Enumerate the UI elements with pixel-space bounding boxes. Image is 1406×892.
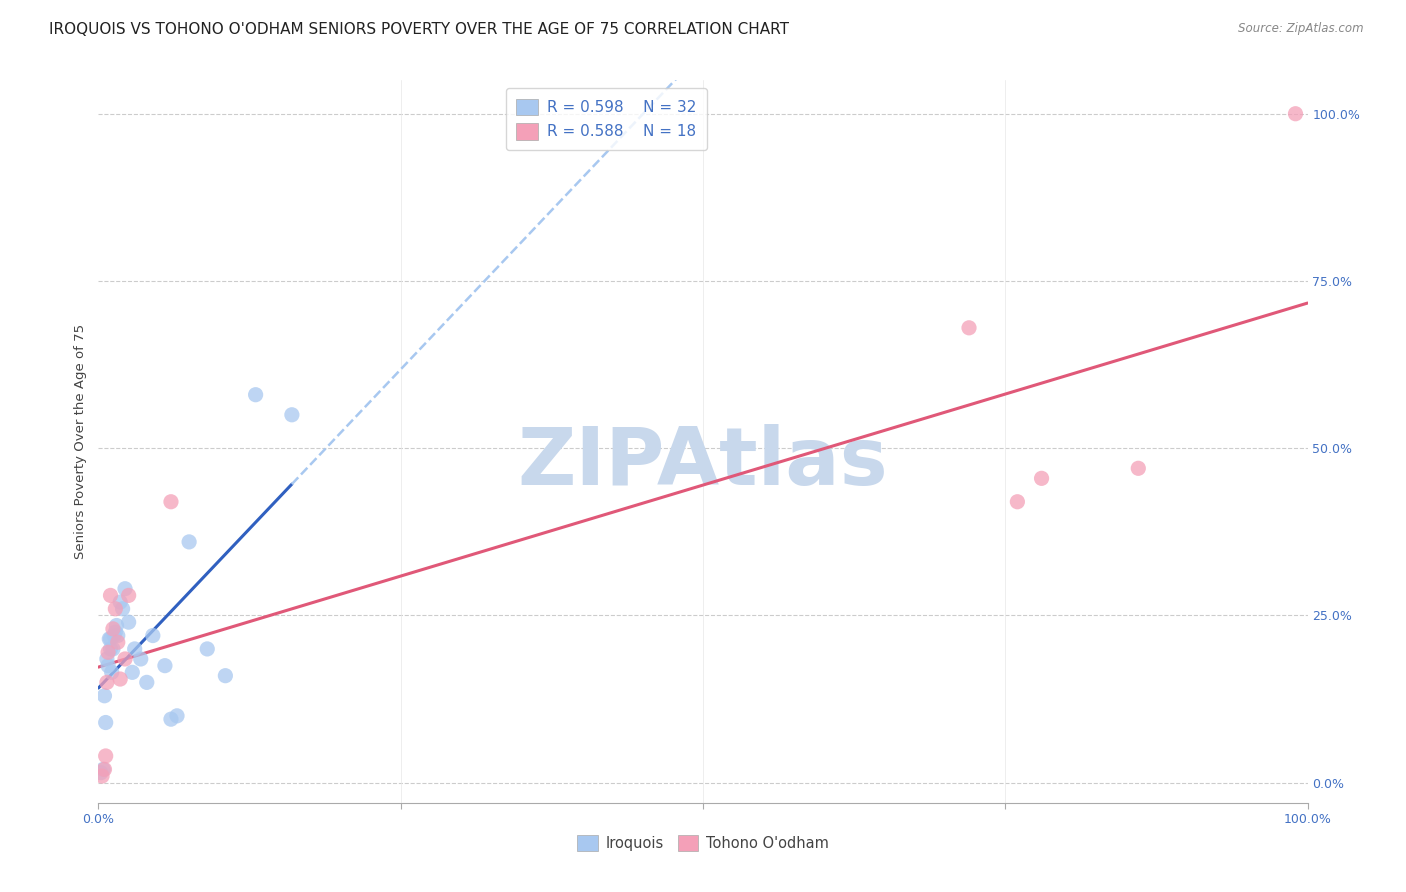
Point (97, 645, 120, 659)
Point (245, 387, 267, 401)
Point (93, 689, 115, 703)
Point (281, 408, 304, 422)
Point (94, 749, 117, 764)
Point (153, 658, 176, 673)
Point (111, 602, 134, 616)
Point (135, 675, 157, 690)
Point (1007, 494, 1029, 508)
Point (160, 712, 183, 726)
Point (1031, 471, 1053, 485)
Point (96, 652, 118, 666)
Point (104, 602, 127, 616)
Point (108, 672, 131, 686)
Point (97, 658, 120, 673)
Point (195, 642, 218, 657)
Point (105, 618, 128, 632)
Point (96, 675, 118, 690)
Legend: Iroquois, Tohono O'odham: Iroquois, Tohono O'odham (572, 830, 834, 857)
Point (118, 589, 141, 603)
Point (1128, 461, 1150, 475)
Point (91, 769, 114, 783)
Point (100, 632, 122, 646)
Point (94, 715, 117, 730)
Point (108, 595, 131, 609)
Point (98, 632, 121, 646)
Point (104, 625, 127, 640)
Point (214, 669, 236, 683)
Point (121, 665, 143, 680)
Point (100, 665, 122, 680)
Point (100, 642, 122, 657)
Point (103, 628, 125, 642)
Text: Source: ZipAtlas.com: Source: ZipAtlas.com (1239, 22, 1364, 36)
Point (101, 622, 124, 636)
Point (166, 708, 188, 723)
Point (129, 652, 152, 666)
Y-axis label: Seniors Poverty Over the Age of 75: Seniors Poverty Over the Age of 75 (75, 324, 87, 559)
Point (957, 320, 980, 334)
Point (93, 762, 115, 776)
Point (107, 628, 129, 642)
Point (101, 642, 124, 657)
Point (114, 582, 136, 596)
Point (100, 589, 122, 603)
Point (179, 534, 201, 549)
Point (114, 652, 136, 666)
Point (160, 494, 183, 508)
Point (107, 635, 129, 649)
Text: ZIPAtlas: ZIPAtlas (517, 425, 889, 502)
Point (1284, 107, 1306, 121)
Point (118, 615, 141, 630)
Point (90, 765, 112, 780)
Text: IROQUOIS VS TOHONO O'ODHAM SENIORS POVERTY OVER THE AGE OF 75 CORRELATION CHART: IROQUOIS VS TOHONO O'ODHAM SENIORS POVER… (49, 22, 789, 37)
Point (142, 628, 165, 642)
Point (124, 642, 146, 657)
Point (91, 762, 114, 776)
